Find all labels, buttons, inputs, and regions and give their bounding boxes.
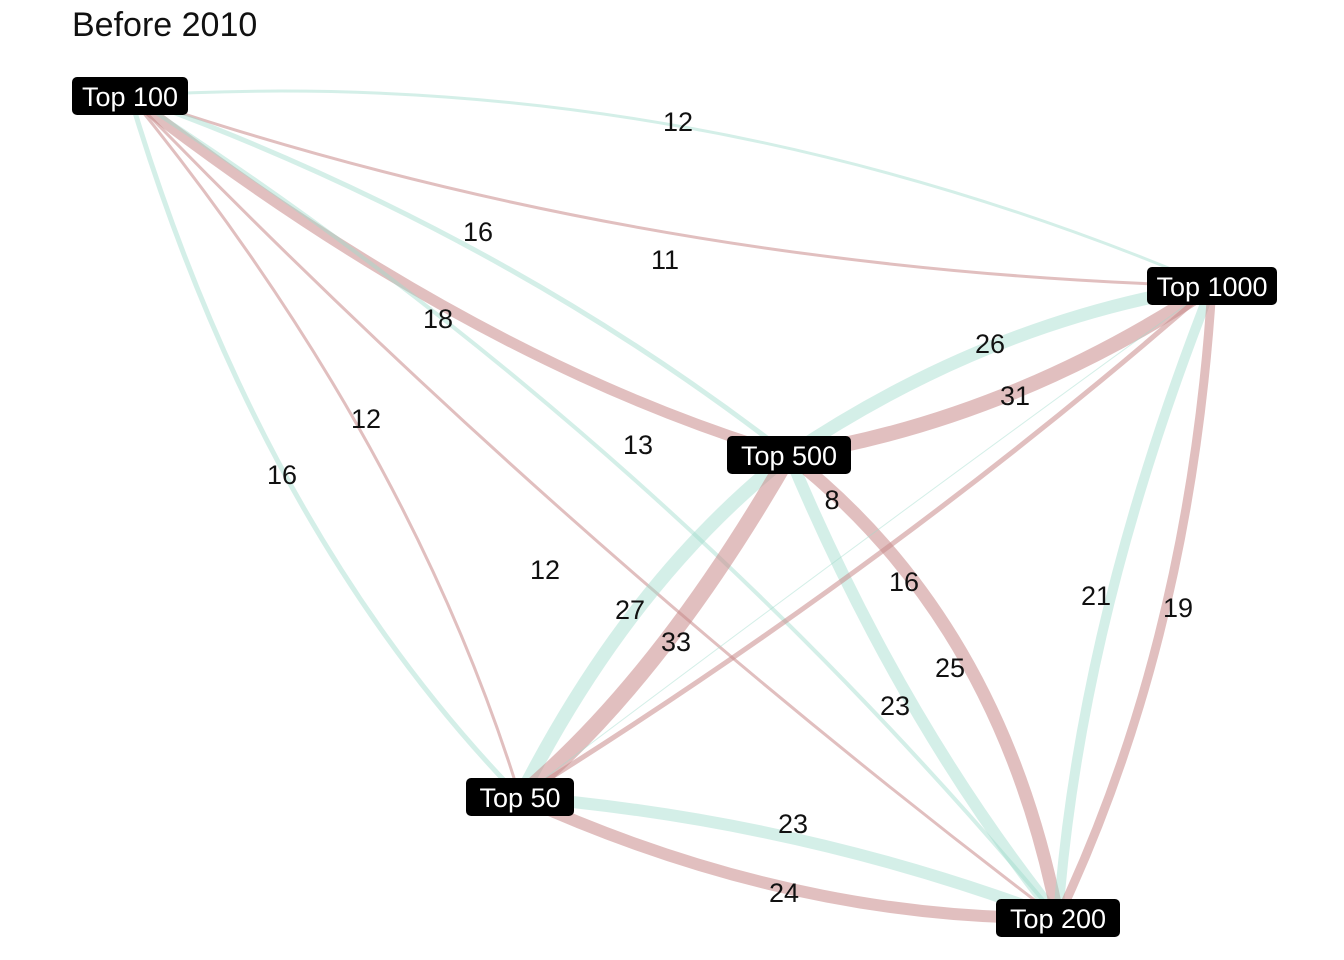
edge-top50-top500-red xyxy=(514,450,797,804)
edge-top100-top1000-green xyxy=(129,89,1213,288)
edge-weight-label: 31 xyxy=(1000,381,1030,411)
edge-weight-label: 24 xyxy=(769,878,799,908)
node-label: Top 500 xyxy=(741,441,837,471)
edge-weight-label: 26 xyxy=(975,329,1005,359)
nodes-layer: Top 100 Top 1000 Top 500 Top 50 Top 200 xyxy=(72,77,1277,937)
edges-layer xyxy=(126,89,1217,925)
edge-weight-label: 16 xyxy=(889,567,919,597)
edge-weight-label: 12 xyxy=(530,555,560,585)
node-label: Top 200 xyxy=(1010,904,1106,934)
node-box xyxy=(996,899,1120,937)
node-top50: Top 50 xyxy=(466,778,574,816)
edge-labels-layer: 12 11 16 18 16 12 13 12 26 31 27 33 23 25 8 16 21 19 23 24 xyxy=(267,107,1193,908)
edge-top500-top200-red xyxy=(784,449,1065,920)
edge-top500-top1000-red xyxy=(787,279,1217,463)
node-label: Top 100 xyxy=(82,82,178,112)
node-box xyxy=(72,77,188,115)
edge-weight-label: 23 xyxy=(880,691,910,721)
edge-weight-label: 23 xyxy=(778,809,808,839)
edge-top50-top1000-green xyxy=(519,285,1213,798)
edge-weight-label: 27 xyxy=(615,595,645,625)
node-label: Top 1000 xyxy=(1156,272,1267,302)
edge-top50-top200-red xyxy=(517,791,1059,925)
node-label: Top 50 xyxy=(479,783,560,813)
edge-top50-top200-green xyxy=(519,791,1061,924)
edge-top100-top200-red xyxy=(128,94,1059,920)
node-box xyxy=(1147,267,1277,305)
edge-weight-label: 11 xyxy=(651,245,679,275)
node-top1000: Top 1000 xyxy=(1147,267,1277,305)
edge-weight-label: 12 xyxy=(663,107,693,137)
node-top500: Top 500 xyxy=(727,436,851,474)
edge-weight-label: 16 xyxy=(463,217,493,247)
edge-top100-top50-green xyxy=(127,95,522,799)
edge-weight-label: 18 xyxy=(423,304,453,334)
node-box xyxy=(727,436,851,474)
edge-weight-label: 19 xyxy=(1163,593,1193,623)
edge-top100-top50-red xyxy=(128,95,522,798)
edge-top500-top1000-green xyxy=(785,279,1213,461)
edge-top200-top1000-red xyxy=(1053,285,1217,920)
edge-top500-top200-green xyxy=(783,452,1063,922)
edge-weight-label: 25 xyxy=(935,653,965,683)
edge-top200-top1000-green xyxy=(1053,284,1217,919)
node-top200: Top 200 xyxy=(996,899,1120,937)
edge-top100-top200-green xyxy=(128,94,1060,920)
edge-top100-top500-green xyxy=(129,93,791,457)
edge-weight-label: 21 xyxy=(1081,581,1111,611)
edge-weight-label: 16 xyxy=(267,460,297,490)
node-box xyxy=(466,778,574,816)
edge-weight-label: 8 xyxy=(824,485,839,515)
edge-top100-top1000-red xyxy=(129,94,1213,288)
edge-top100-top500-red xyxy=(126,91,791,461)
node-top100: Top 100 xyxy=(72,77,188,115)
edge-weight-label: 13 xyxy=(623,430,653,460)
edge-top50-top1000-red xyxy=(518,284,1214,800)
chart-title: Before 2010 xyxy=(72,6,258,44)
edge-top50-top500-green xyxy=(513,449,794,801)
edge-weight-label: 12 xyxy=(351,404,381,434)
edge-weight-label: 33 xyxy=(661,627,691,657)
